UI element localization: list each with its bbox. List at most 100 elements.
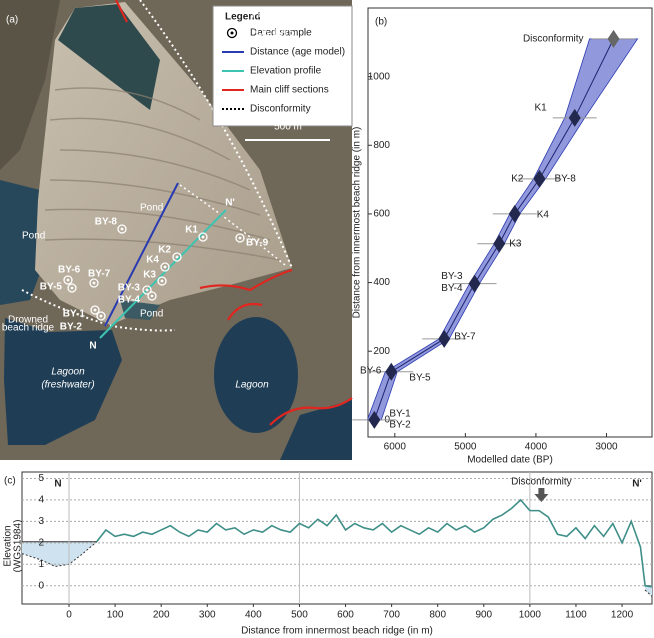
sample-label: BY-2: [60, 322, 83, 333]
legend-entry: Dated sample: [250, 28, 312, 39]
sample-label: BY-8: [95, 217, 118, 228]
map-label: beach ridge: [2, 323, 55, 334]
sample-marker: [89, 278, 99, 288]
sample-point: [508, 204, 521, 223]
sample-marker: [145, 288, 149, 292]
sample-point: [368, 410, 381, 429]
y-tick-label: 0: [38, 580, 44, 591]
point-label: K4: [537, 210, 550, 221]
x-tick-label: 600: [337, 610, 354, 621]
map-label: Drowned: [8, 315, 48, 326]
point-label: BY-5: [409, 372, 431, 383]
sample-marker: [117, 224, 127, 234]
pond-water: [120, 300, 160, 320]
legend-box: [212, 5, 353, 127]
map-label: shoreline: [255, 19, 296, 30]
sample-marker: [99, 314, 103, 318]
legend-entry: Main cliff sections: [250, 85, 329, 96]
x-tick-label: 1100: [565, 610, 587, 621]
x-tick-label: 5000: [454, 442, 477, 453]
lagoon-water: [214, 317, 298, 433]
sample-marker: [198, 232, 208, 242]
lagoon-water: [4, 318, 122, 445]
x-tick-label: 800: [429, 610, 446, 621]
sample-marker: [147, 291, 157, 301]
sea-water: [280, 400, 352, 460]
legend-entry: Disconformity: [250, 104, 311, 115]
x-tick-label: 4000: [525, 442, 548, 453]
sample-marker: [63, 275, 73, 285]
map-label: Pond: [140, 203, 163, 214]
map-panel: [0, 0, 353, 460]
annotation: Disconformity: [511, 477, 572, 488]
map-label: Lagoon: [51, 367, 85, 378]
point-label: BY-7: [454, 331, 476, 342]
x-axis-label: Distance from innermost beach ridge (in …: [241, 626, 433, 637]
x-tick-label: 500: [291, 610, 308, 621]
y-axis-label: Distance from innermost beach ridge (in …: [352, 127, 363, 319]
sample-marker: [201, 235, 205, 239]
sample-label: BY-4: [118, 295, 141, 306]
disconformity-line: [179, 184, 286, 266]
sample-label: K1: [185, 225, 198, 236]
legend-title: Legend: [225, 12, 261, 23]
x-tick-label: 900: [475, 610, 492, 621]
y-tick-label: 1000: [368, 71, 391, 82]
sample-label: BY-9: [246, 238, 269, 249]
y-tick-label: 400: [373, 277, 390, 288]
point-label: K1: [535, 102, 548, 113]
sample-label: BY-6: [58, 265, 81, 276]
sample-label: BY-7: [88, 269, 111, 280]
legend-symbol: [226, 27, 238, 39]
terrain: [0, 0, 60, 170]
x-axis-label: Modelled date (BP): [467, 455, 553, 466]
vegetation: [58, 4, 160, 110]
y-tick-label: 5: [38, 473, 44, 484]
elevation-profile-line: [99, 209, 227, 339]
sample-label: K4: [146, 255, 159, 266]
map-label: Position of: [252, 10, 299, 21]
age-model-line: [104, 182, 179, 327]
sample-marker: [175, 255, 179, 259]
sample-label: BY-3: [118, 283, 141, 294]
y-axis-label: (WGS1984): [13, 520, 24, 573]
ridge-texture: [44, 87, 281, 261]
sample-marker: [238, 236, 242, 240]
sample-marker: [92, 281, 96, 285]
x-tick-label: 3000: [595, 442, 618, 453]
profile-end: N: [54, 479, 61, 490]
sample-marker: [235, 233, 245, 243]
sample-marker: [160, 279, 164, 283]
map-label: Pond: [22, 231, 45, 242]
legend-symbol: [230, 31, 234, 35]
x-tick-label: 1000: [519, 610, 542, 621]
point-label: BY-8: [554, 174, 576, 185]
point-label: BY-6: [360, 365, 382, 376]
map-label: (freshwater): [41, 380, 94, 391]
sample-label: BY-5: [40, 282, 63, 293]
sample-marker: [157, 276, 167, 286]
sample-marker: [66, 278, 70, 282]
profile-end: N: [89, 341, 96, 352]
sample-point: [438, 329, 451, 348]
map-label: CE 1975: [256, 28, 295, 39]
y-tick-label: 200: [373, 346, 390, 357]
sample-point: [533, 169, 546, 188]
elevation-line: [96, 498, 653, 588]
shoreline-1975: [139, 0, 293, 269]
x-tick-label: 100: [107, 610, 124, 621]
legend-entry: Distance (age model): [250, 47, 345, 58]
bathymetry-line: [21, 541, 97, 567]
panel-label: (b): [375, 17, 387, 28]
scale-label: 500 m: [274, 122, 302, 133]
point-label: Disconformity: [523, 34, 584, 45]
y-tick-label: 1: [38, 559, 44, 570]
profile-end: N': [225, 198, 235, 209]
sample-point: [468, 274, 481, 293]
point-label: BY-2: [389, 419, 411, 430]
sample-point: [607, 29, 620, 48]
sample-marker: [150, 294, 154, 298]
x-tick-label: 700: [383, 610, 400, 621]
y-tick-label: 3: [38, 516, 44, 527]
